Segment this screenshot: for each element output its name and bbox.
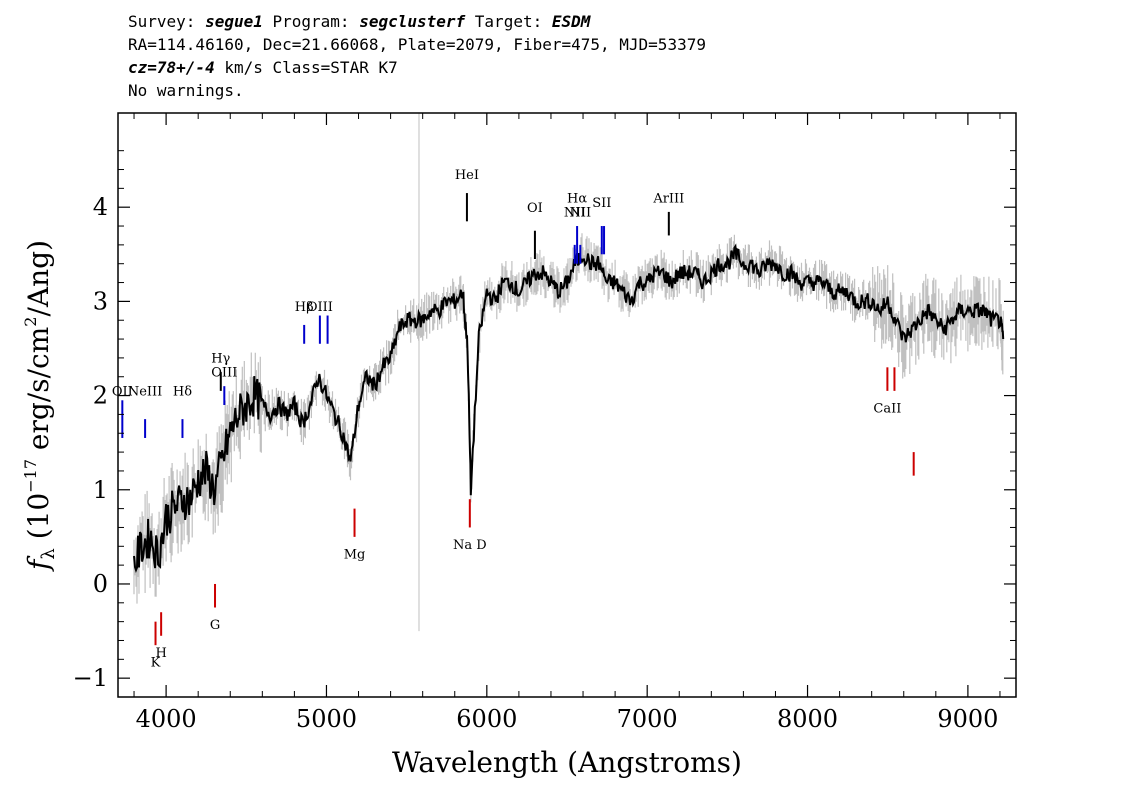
- y-tick-label: 3: [93, 287, 108, 315]
- emission-line-label: SII: [592, 196, 611, 211]
- x-tick-label: 5000: [296, 705, 357, 733]
- emission-line-label: OI: [527, 201, 543, 216]
- ylabel-exponent-2: 2: [21, 317, 40, 327]
- x-axis-label: Wavelength (Angstroms): [392, 746, 742, 779]
- redshift-value: cz=78+/-4: [128, 58, 215, 77]
- absorption-line-label: H: [155, 646, 166, 661]
- error-band-strokes: [133, 233, 1004, 604]
- emission-line-label: OIII: [211, 366, 237, 381]
- survey-name: segue1: [205, 12, 263, 31]
- header-line-class: cz=78+/-4 km/s Class=STAR K7: [128, 56, 706, 79]
- ylabel-lambda: λ: [38, 548, 59, 559]
- class-text: km/s Class=STAR K7: [214, 58, 398, 77]
- emission-line-label: ArIII: [652, 191, 684, 206]
- absorption-line-label: CaII: [873, 401, 901, 416]
- survey-prefix: Survey:: [128, 12, 206, 31]
- ylabel-open: (10: [22, 493, 55, 548]
- x-tick-label: 9000: [937, 705, 998, 733]
- x-tick-label: 7000: [617, 705, 678, 733]
- program-name: segclusterf: [359, 12, 466, 31]
- y-tick-label: −1: [73, 664, 108, 692]
- emission-line-label: HeI: [455, 168, 479, 183]
- flux-series-line: [133, 243, 1005, 574]
- y-tick-label: 2: [93, 382, 108, 410]
- header-line-warnings: No warnings.: [128, 81, 244, 100]
- absorption-line-label: G: [210, 618, 220, 633]
- y-tick-label: 4: [93, 193, 108, 221]
- absorption-line-label: K: [151, 656, 161, 671]
- spectrum-header: Survey: segue1 Program: segclusterf Targ…: [128, 10, 706, 102]
- ylabel-exponent: −17: [21, 459, 40, 493]
- emission-line-label: Hγ: [211, 352, 230, 367]
- x-tick-label: 6000: [456, 705, 517, 733]
- header-line-survey: Survey: segue1 Program: segclusterf Targ…: [128, 10, 706, 33]
- ylabel-units: erg/s/cm: [22, 327, 55, 459]
- program-prefix: Program:: [262, 12, 360, 31]
- plot-frame: [117, 112, 1017, 698]
- y-axis-label: fλ (10−17 erg/s/cm2/Ang): [21, 240, 59, 572]
- y-tick-label: 1: [93, 476, 108, 504]
- emission-line-label: NII: [569, 206, 591, 221]
- header-line-coords: RA=114.46160, Dec=21.66068, Plate=2079, …: [128, 35, 706, 54]
- error-band: [133, 233, 1004, 604]
- emission-line-label: Hδ: [173, 385, 192, 400]
- y-tick-label: 0: [93, 570, 108, 598]
- target-name: ESDM: [551, 12, 591, 31]
- absorption-line-label: Mg: [344, 547, 366, 562]
- x-tick-label: 8000: [777, 705, 838, 733]
- target-prefix: Target:: [465, 12, 552, 31]
- x-tick-label: 4000: [136, 705, 197, 733]
- axis-ticks: 4000 5000 6000 7000 8000 9000 −1 0 1 2 3 4: [73, 113, 1016, 733]
- emission-line-label: Hα: [567, 191, 587, 206]
- emission-line-label: OIII: [307, 300, 333, 315]
- emission-line-label: Hβ: [295, 300, 314, 315]
- ylabel-close: /Ang): [22, 240, 55, 317]
- emission-line-label: NII: [564, 206, 586, 221]
- emission-line-label: NeIII: [128, 385, 162, 400]
- absorption-line-label: Na D: [453, 538, 487, 553]
